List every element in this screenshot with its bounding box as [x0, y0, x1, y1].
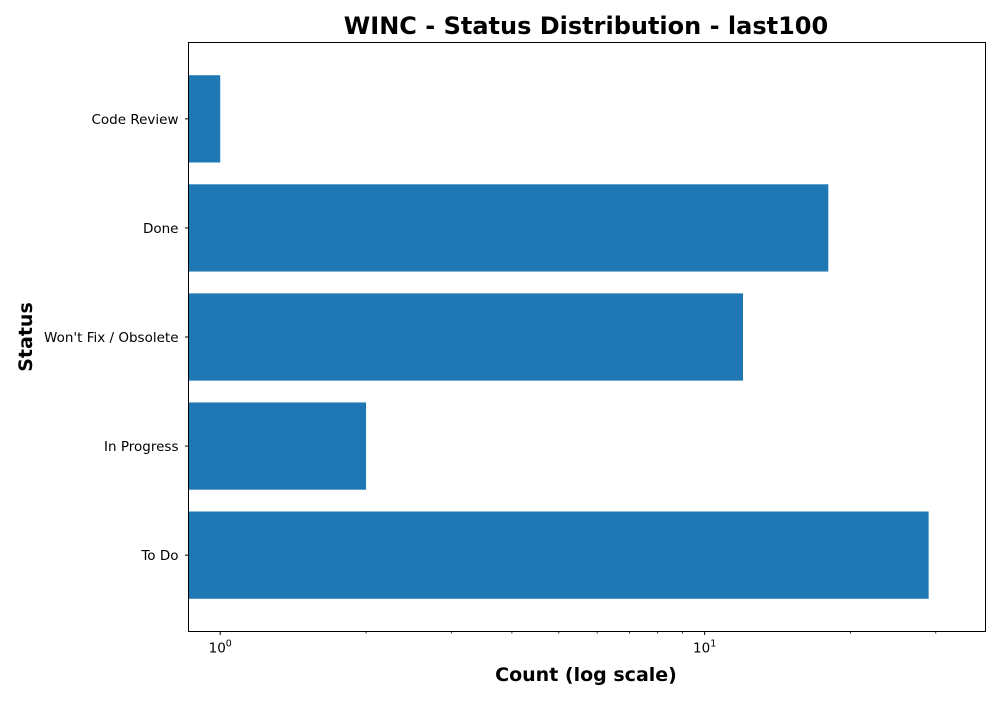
chart-title: WINC - Status Distribution - last100 [344, 12, 828, 40]
plot-frame [188, 42, 986, 632]
x-tick-label: 101 [693, 639, 716, 657]
y-axis-title: Status [15, 302, 37, 372]
bar-code-review [188, 75, 221, 163]
y-tick-label: Code Review [91, 112, 178, 128]
ticks-layer: Code Review Done Won't Fix / Obsolete In Pr… [44, 112, 937, 657]
y-tick-label: Won't Fix / Obsolete [44, 330, 178, 346]
x-axis-title: Count (log scale) [495, 664, 677, 686]
bar-in-progress [188, 402, 367, 490]
bar-won-t-fix-obsolete [188, 293, 744, 381]
bars-layer [188, 75, 929, 599]
y-tick-label: To Do [140, 548, 178, 564]
y-tick-label: In Progress [104, 439, 178, 455]
bar-to-do [188, 511, 929, 599]
y-tick-label: Done [143, 221, 179, 237]
x-tick-label: 100 [209, 639, 232, 657]
bar-done [188, 184, 829, 272]
